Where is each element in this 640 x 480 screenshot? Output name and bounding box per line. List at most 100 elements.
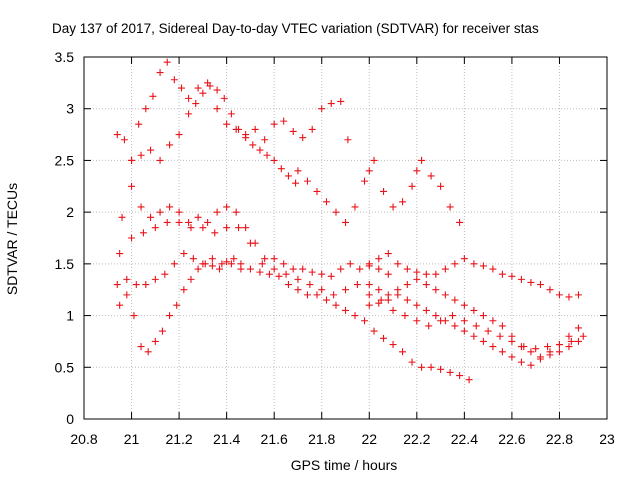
data-point	[470, 332, 478, 340]
data-point	[394, 291, 402, 299]
data-point	[256, 268, 264, 276]
data-point	[361, 317, 369, 325]
series-trace-h	[365, 250, 582, 301]
data-point	[567, 337, 575, 345]
data-point	[180, 250, 188, 258]
data-point	[128, 156, 136, 164]
y-tick-label: 1.5	[55, 256, 75, 272]
data-point	[418, 156, 426, 164]
data-point	[389, 341, 397, 349]
data-point	[384, 270, 392, 278]
x-tick-label: 21.2	[165, 431, 192, 447]
data-point	[175, 131, 183, 139]
data-point	[479, 337, 487, 345]
data-point	[161, 270, 169, 278]
data-point	[227, 260, 235, 268]
data-point	[384, 250, 392, 258]
data-point	[158, 327, 166, 335]
data-points	[113, 58, 587, 384]
data-point	[546, 348, 554, 356]
data-point	[318, 270, 326, 278]
data-point	[484, 327, 492, 335]
data-point	[330, 291, 338, 299]
data-point	[204, 218, 212, 226]
data-point	[139, 229, 147, 237]
data-point	[460, 301, 468, 309]
data-point	[425, 322, 433, 330]
data-point	[216, 265, 224, 273]
x-tick-label: 21	[124, 431, 140, 447]
data-point	[256, 146, 264, 154]
data-point	[427, 172, 435, 180]
data-point	[370, 156, 378, 164]
data-point	[565, 293, 573, 301]
data-point	[327, 100, 335, 108]
data-point	[208, 255, 216, 263]
y-tick-label: 3.5	[55, 49, 75, 65]
data-point	[555, 341, 563, 349]
data-point	[130, 312, 138, 320]
data-point	[128, 182, 136, 190]
data-point	[413, 301, 421, 309]
y-tick-label: 3	[66, 101, 74, 117]
data-point	[375, 255, 383, 263]
data-point	[299, 265, 307, 273]
data-point	[437, 365, 445, 373]
data-point	[144, 348, 152, 356]
data-point	[137, 203, 145, 211]
data-point	[251, 125, 259, 133]
data-point	[422, 306, 430, 314]
data-point	[120, 136, 128, 144]
data-point	[389, 306, 397, 314]
data-point	[370, 327, 378, 335]
data-point	[427, 363, 435, 371]
data-point	[413, 317, 421, 325]
data-point	[361, 177, 369, 185]
data-point	[270, 156, 278, 164]
data-point	[265, 270, 273, 278]
data-point	[318, 105, 326, 113]
grid	[84, 57, 607, 419]
data-point	[413, 275, 421, 283]
data-point	[294, 167, 302, 175]
x-tick-label: 21.4	[213, 431, 240, 447]
data-point	[344, 136, 352, 144]
data-point	[249, 141, 257, 149]
data-point	[342, 286, 349, 294]
data-point	[270, 120, 278, 128]
data-point	[555, 291, 563, 299]
data-point	[185, 218, 193, 226]
data-point	[322, 198, 330, 206]
data-point	[173, 301, 181, 309]
data-point	[351, 203, 359, 211]
data-point	[489, 343, 497, 351]
data-point	[508, 272, 516, 280]
data-point	[223, 120, 231, 128]
data-point	[403, 296, 411, 304]
data-point	[132, 281, 140, 289]
data-point	[170, 76, 178, 84]
data-point	[498, 348, 506, 356]
data-point	[166, 141, 174, 149]
series-trace-f	[116, 255, 245, 356]
y-axis-ticks: 0 0.5 1 1.5 2 2.5 3 3.5	[55, 49, 607, 427]
data-point	[177, 84, 185, 92]
x-tick-label: 23	[599, 431, 615, 447]
data-point	[365, 260, 373, 268]
x-tick-label: 22.4	[451, 431, 478, 447]
data-point	[479, 262, 487, 270]
data-point	[149, 92, 157, 100]
data-point	[166, 203, 174, 211]
data-point	[194, 213, 202, 221]
data-point	[163, 218, 171, 226]
data-point	[337, 97, 345, 105]
series-trace-j	[365, 291, 582, 369]
data-point	[432, 286, 440, 294]
x-axis-label: GPS time / hours	[291, 457, 398, 473]
data-point	[151, 275, 159, 283]
data-point	[308, 125, 316, 133]
series-trace-g	[294, 156, 464, 226]
data-point	[479, 312, 487, 320]
data-point	[223, 203, 231, 211]
